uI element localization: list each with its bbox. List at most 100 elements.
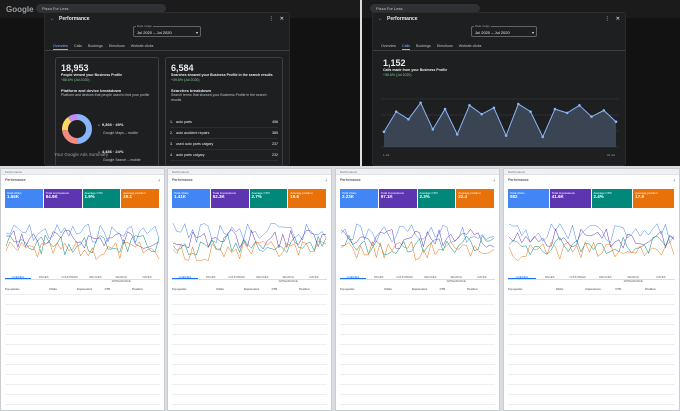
table-row[interactable] <box>5 345 160 355</box>
tab-devices[interactable]: DEVICES <box>256 275 269 279</box>
tab-pages[interactable]: PAGES <box>374 275 384 279</box>
table-row[interactable] <box>172 315 327 325</box>
calls-point[interactable] <box>394 110 398 113</box>
table-row[interactable] <box>5 365 160 375</box>
tab-pages[interactable]: PAGES <box>39 275 49 279</box>
back-arrow-icon[interactable]: ← <box>50 16 55 22</box>
table-row[interactable] <box>172 385 327 395</box>
table-row[interactable] <box>5 305 160 315</box>
metric-card[interactable]: Total impressions 52.3K <box>210 189 249 208</box>
table-row[interactable] <box>340 375 495 385</box>
calls-point[interactable] <box>614 120 618 124</box>
metric-card[interactable]: Total clicks 982 <box>508 189 549 208</box>
close-icon[interactable]: ✕ <box>615 16 620 22</box>
tab-countries[interactable]: COUNTRIES <box>228 275 245 279</box>
calls-point[interactable] <box>407 117 410 121</box>
calls-point[interactable] <box>443 107 447 111</box>
table-row[interactable] <box>5 355 160 365</box>
table-row[interactable] <box>508 345 675 355</box>
more-vert-icon[interactable]: ⋮ <box>604 16 610 22</box>
search-term-row[interactable]: 3. used auto parts calgary 237 <box>170 142 278 150</box>
metric-card[interactable]: Total impressions 97.1K <box>378 189 417 208</box>
table-row[interactable] <box>172 365 327 375</box>
address-bar[interactable]: Performance <box>1 169 164 175</box>
table-row[interactable] <box>5 325 160 335</box>
table-row[interactable] <box>508 305 675 315</box>
tab-search-appearance[interactable]: SEARCH APPEARANCE <box>111 275 131 283</box>
metric-card[interactable]: Total clicks 2.23K <box>340 189 378 208</box>
tab-dates[interactable]: DATES <box>142 275 152 279</box>
table-row[interactable] <box>508 365 675 375</box>
search-term-row[interactable]: 4. auto parts calgary 232 <box>170 153 278 161</box>
more-vert-icon[interactable]: ⋮ <box>268 16 274 22</box>
metric-card[interactable]: Average CTR 2.3% <box>417 189 456 208</box>
table-row[interactable] <box>340 295 495 305</box>
table-row[interactable] <box>340 315 495 325</box>
tab-queries[interactable]: QUERIES <box>5 273 31 279</box>
tab-pages[interactable]: PAGES <box>206 275 216 279</box>
table-row[interactable] <box>5 315 160 325</box>
tab-countries[interactable]: COUNTRIES <box>396 275 413 279</box>
tab-search-appearance[interactable]: SEARCH APPEARANCE <box>623 275 643 283</box>
metric-card[interactable]: Total impressions 41.6K <box>549 189 591 208</box>
table-row[interactable] <box>5 375 160 385</box>
table-row[interactable] <box>5 335 160 345</box>
table-row[interactable] <box>508 295 675 305</box>
calls-point[interactable] <box>590 115 593 118</box>
tab-queries[interactable]: QUERIES <box>172 273 198 279</box>
tab-pages[interactable]: PAGES <box>545 275 555 279</box>
table-row[interactable] <box>340 305 495 315</box>
search-term-row[interactable]: 1. auto parts 456 <box>170 120 278 128</box>
tab-dates[interactable]: DATES <box>309 275 319 279</box>
metric-card[interactable]: Average position 22.4 <box>456 189 494 208</box>
tab-countries[interactable]: COUNTRIES <box>569 275 586 279</box>
search-input[interactable]: Pizza For Less <box>36 4 166 13</box>
tab-bookings[interactable]: Bookings <box>415 44 431 48</box>
tab-website-clicks[interactable]: Website clicks <box>458 44 482 48</box>
table-row[interactable] <box>340 385 495 395</box>
calls-point[interactable] <box>455 133 459 136</box>
tab-devices[interactable]: DEVICES <box>424 275 437 279</box>
tab-devices[interactable]: DEVICES <box>599 275 612 279</box>
calls-point[interactable] <box>529 110 532 113</box>
tab-dates[interactable]: DATES <box>656 275 666 279</box>
export-icon[interactable]: ⤓ <box>673 178 675 182</box>
calls-point[interactable] <box>492 106 496 110</box>
tab-queries[interactable]: QUERIES <box>340 273 366 279</box>
tab-overview[interactable]: Overview <box>53 41 68 50</box>
search-input-right[interactable]: Pizza For Less <box>370 4 480 13</box>
calls-point[interactable] <box>468 104 471 107</box>
tab-search-appearance[interactable]: SEARCH APPEARANCE <box>278 275 298 283</box>
export-icon[interactable]: ⤓ <box>325 178 327 182</box>
date-range-select-right[interactable]: Date range Jul 2020 – Jul 2020 ▾ <box>471 24 537 37</box>
date-range-select[interactable]: Date range Jul 2020 – Jul 2020 ▾ <box>133 24 201 37</box>
address-bar[interactable]: Performance <box>168 169 331 175</box>
tab-queries[interactable]: QUERIES <box>508 273 536 279</box>
metric-card[interactable]: Average position 28.1 <box>121 189 159 208</box>
tab-devices[interactable]: DEVICES <box>89 275 102 279</box>
table-row[interactable] <box>172 335 327 345</box>
table-row[interactable] <box>172 375 327 385</box>
metric-card[interactable]: Average CTR 1.9% <box>82 189 121 208</box>
calls-point[interactable] <box>504 134 508 137</box>
calls-point[interactable] <box>578 104 581 107</box>
table-row[interactable] <box>5 295 160 305</box>
export-icon[interactable]: ⤓ <box>493 178 495 182</box>
calls-point[interactable] <box>382 130 386 134</box>
table-row[interactable] <box>172 325 327 335</box>
tab-directions[interactable]: Directions <box>108 44 125 48</box>
metric-card[interactable]: Total impressions 84.9K <box>43 189 82 208</box>
address-bar[interactable]: Performance <box>336 169 499 175</box>
metric-card[interactable]: Average position 19.6 <box>288 189 326 208</box>
calls-point[interactable] <box>565 111 569 115</box>
table-row[interactable] <box>508 325 675 335</box>
table-row[interactable] <box>172 345 327 355</box>
table-row[interactable] <box>508 395 675 405</box>
table-row[interactable] <box>172 395 327 405</box>
table-row[interactable] <box>340 325 495 335</box>
tab-overview[interactable]: Overview <box>381 44 396 48</box>
table-row[interactable] <box>508 355 675 365</box>
calls-point[interactable] <box>602 109 606 112</box>
metric-card[interactable]: Total clicks 1.41K <box>172 189 210 208</box>
table-row[interactable] <box>508 385 675 395</box>
